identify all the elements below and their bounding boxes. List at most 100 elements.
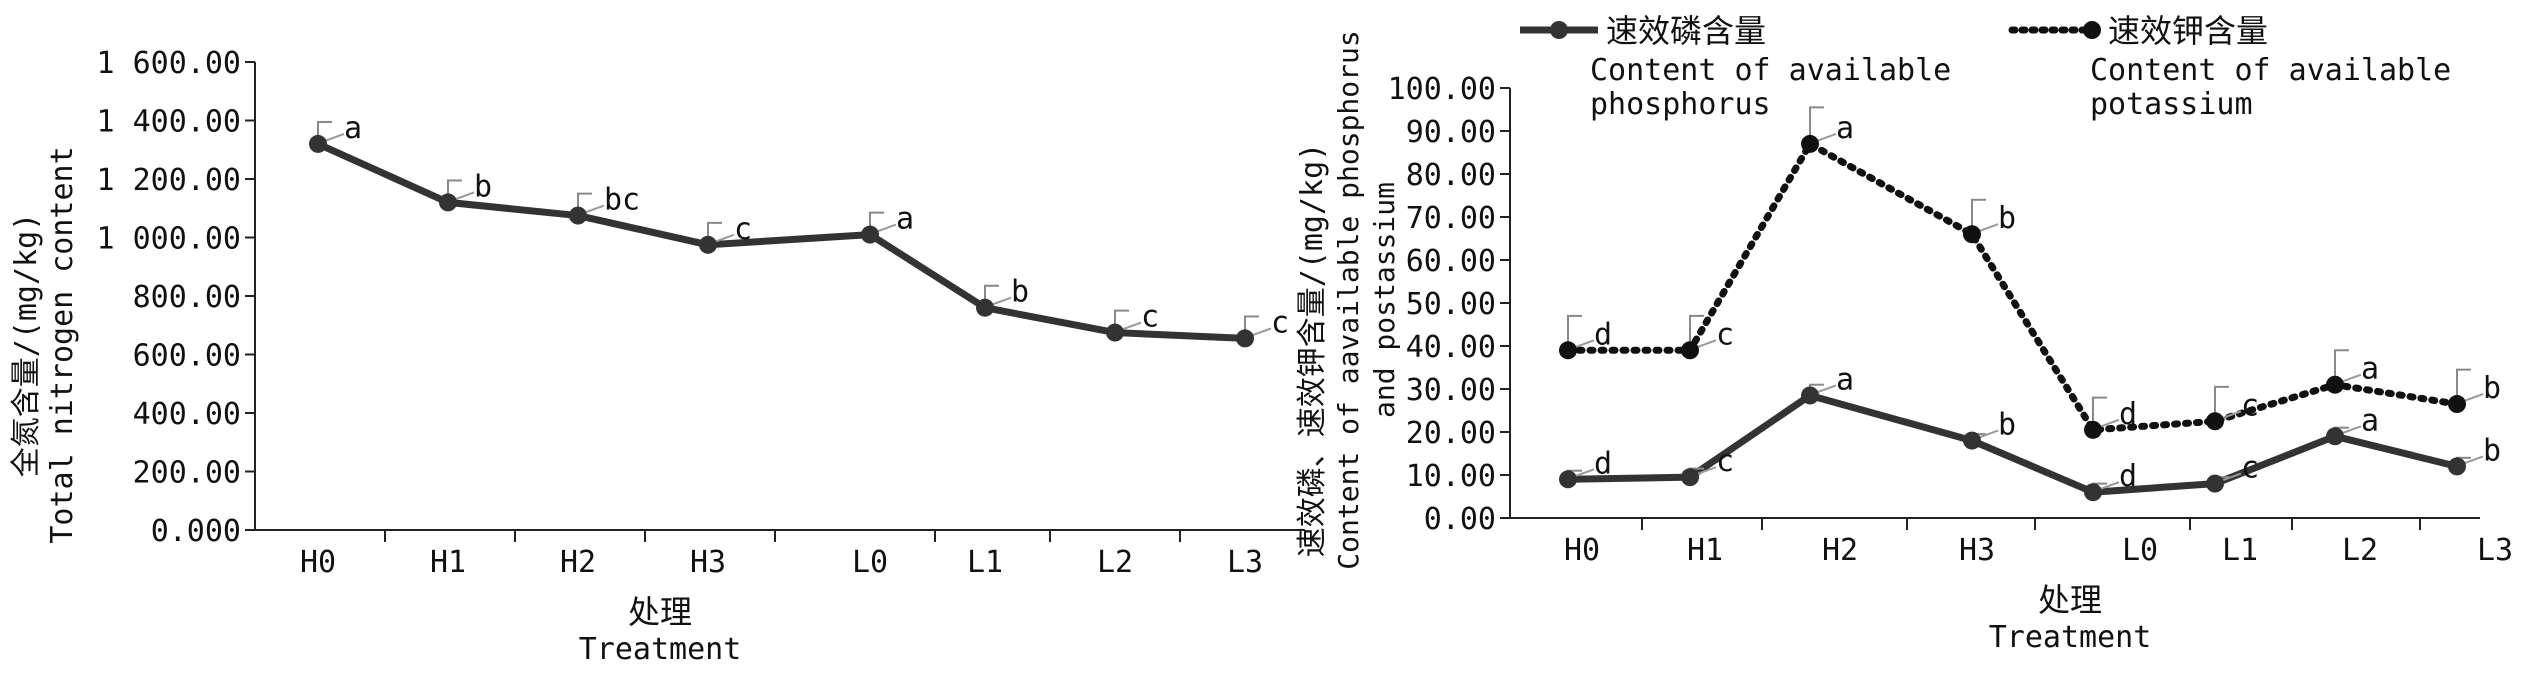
x-tick-labels: H0 H1 H2 H3 L0 L1 L2 L3	[300, 545, 1263, 580]
legend: 速效磷含量 Content of available phosphorus 速效…	[1520, 12, 2451, 122]
significance-label: c	[734, 212, 752, 247]
data-point	[1801, 386, 1819, 405]
data-point	[1681, 468, 1699, 487]
data-point	[2326, 375, 2344, 394]
legend-item-phosphorus: 速效磷含量 Content of available phosphorus	[1520, 12, 1951, 122]
significance-label: b	[2483, 371, 2501, 406]
x-tick-label: L2	[2342, 533, 2378, 568]
y-tick-label: 1 600.00	[97, 46, 242, 81]
legend-marker-potassium	[2083, 21, 2101, 39]
significance-label: bc	[604, 183, 640, 218]
legend-label-phosphorus-cn: 速效磷含量	[1606, 12, 1766, 50]
y-tick-label: 800.00	[133, 280, 241, 315]
legend-label-phosphorus-en-2: phosphorus	[1590, 87, 1771, 122]
axes	[245, 61, 1306, 542]
data-point	[1106, 323, 1124, 342]
significance-label: d	[2119, 397, 2137, 432]
significance-label: c	[1716, 444, 1734, 479]
significance-label: b	[2483, 433, 2501, 468]
y-tick-label: 1 200.00	[97, 163, 242, 198]
y-tick-label: 400.00	[133, 397, 241, 432]
data-point	[569, 206, 587, 225]
chart-available-p-k: 0.00 10.00 20.00 30.00 40.00 50.00 60.00 70.00 8…	[1295, 12, 2513, 655]
y-tick-label: 1 000.00	[97, 222, 242, 257]
data-point	[699, 235, 717, 254]
y-tick-label: 200.00	[133, 456, 241, 491]
x-tick-label: H1	[1687, 533, 1723, 568]
legend-label-potassium-cn: 速效钾含量	[2108, 12, 2268, 50]
x-tick-label: H3	[690, 545, 726, 580]
y-axis-label-en-line2: and postassium	[1368, 182, 1401, 418]
data-point	[2326, 427, 2344, 446]
significance-label: d	[1594, 446, 1612, 481]
series-layer: ab bcc abc c	[309, 111, 1289, 348]
data-point	[2448, 457, 2466, 476]
data-point	[1801, 134, 1819, 153]
data-point	[2206, 412, 2224, 431]
significance-label: d	[1594, 317, 1612, 352]
data-point	[1963, 431, 1981, 450]
x-tick-label: L0	[852, 545, 888, 580]
series-line	[1567, 391, 2458, 496]
y-tick-labels: 0.00 10.00 20.00 30.00 40.00 50.00 60.00 70.00 8…	[1388, 72, 1496, 537]
data-point	[309, 134, 327, 153]
significance-label: b	[474, 169, 492, 204]
y-axis-label-en-line1: Content of aavailable phosphorus	[1332, 30, 1365, 569]
chart-total-nitrogen: 0.000 200.00 400.00 600.00 800.00 1 000.00 1 2…	[9, 46, 1306, 667]
y-tick-label: 10.00	[1406, 459, 1496, 494]
significance-label: a	[896, 202, 914, 237]
x-tick-label: L3	[2477, 533, 2513, 568]
significance-label: a	[1836, 111, 1854, 146]
y-axis-label-cn: 全氮含量/(mg/kg)	[9, 213, 44, 478]
x-tick-label: L1	[967, 545, 1003, 580]
x-tick-label: L3	[1227, 545, 1263, 580]
significance-label: c	[2241, 451, 2259, 486]
data-point	[2084, 420, 2102, 439]
significance-label: c	[1271, 305, 1289, 340]
data-point	[1963, 225, 1981, 244]
y-tick-label: 80.00	[1406, 158, 1496, 193]
x-axis-label-en: Treatment	[1989, 620, 2152, 655]
y-tick-label: 70.00	[1406, 201, 1496, 236]
y-tick-label: 600.00	[133, 339, 241, 374]
y-tick-label: 100.00	[1388, 72, 1496, 107]
x-tick-label: L1	[2222, 533, 2258, 568]
x-tick-label: H3	[1959, 533, 1995, 568]
series-layer: d c a b d c a b d c a b d c a b	[1559, 106, 2501, 502]
series-1: d c a b d c a b	[1559, 106, 2501, 439]
y-axis-label-en: Total nitrogen content	[45, 146, 80, 543]
data-point	[2206, 474, 2224, 493]
significance-label: a	[1836, 362, 1854, 397]
significance-label: a	[344, 111, 362, 146]
y-tick-label: 20.00	[1406, 416, 1496, 451]
data-point	[1559, 341, 1577, 360]
y-tick-label: 30.00	[1406, 373, 1496, 408]
x-tick-labels: H0 H1 H2 H3 L0 L1 L2 L3	[1564, 533, 2513, 568]
significance-label: c	[1141, 300, 1159, 335]
axes	[1500, 87, 2480, 530]
y-tick-label: 1 400.00	[97, 105, 242, 140]
legend-item-potassium: 速效钾含量 Content of available potassium	[2008, 12, 2451, 122]
significance-label: d	[2119, 459, 2137, 494]
legend-label-potassium-en-2: potassium	[2090, 87, 2253, 122]
x-tick-label: H2	[560, 545, 596, 580]
legend-label-phosphorus-en-1: Content of available	[1590, 53, 1951, 88]
data-point	[1559, 470, 1577, 489]
y-tick-label: 40.00	[1406, 330, 1496, 365]
data-point	[1236, 329, 1254, 348]
x-tick-label: H0	[1564, 533, 1600, 568]
series-line	[1564, 140, 2461, 434]
data-point	[2448, 395, 2466, 414]
y-tick-label: 60.00	[1406, 244, 1496, 279]
data-point	[1681, 341, 1699, 360]
legend-label-potassium-en-1: Content of available	[2090, 53, 2451, 88]
legend-marker-phosphorus	[1550, 21, 1568, 39]
x-tick-label: L0	[2122, 533, 2158, 568]
series-0: d c a b d c a b	[1559, 362, 2501, 502]
x-tick-label: H2	[1822, 533, 1858, 568]
y-axis-label-cn: 速效磷、速效钾含量/(mg/kg)	[1295, 143, 1330, 558]
x-axis-label-cn: 处理	[628, 593, 692, 631]
significance-label: c	[2241, 388, 2259, 423]
x-tick-label: H1	[430, 545, 466, 580]
